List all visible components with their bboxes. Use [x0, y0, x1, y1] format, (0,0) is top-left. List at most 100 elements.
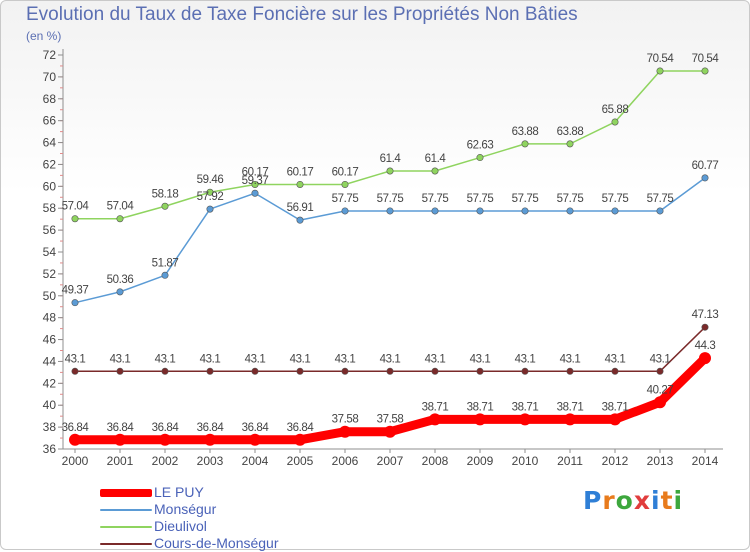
data-point — [656, 367, 664, 375]
y-axis-unit: (en %) — [26, 29, 62, 43]
data-point — [159, 433, 171, 446]
data-label: 58.18 — [152, 188, 179, 200]
data-point — [251, 189, 259, 197]
y-tick-label: 64 — [43, 136, 57, 150]
data-label: 57.75 — [557, 193, 584, 205]
y-tick-label: 62 — [43, 157, 57, 171]
data-point — [249, 433, 261, 446]
data-point — [564, 413, 576, 426]
data-point — [611, 118, 619, 126]
proxiti-logo: Proxiti — [583, 486, 683, 515]
data-point — [341, 180, 349, 188]
y-tick-label: 40 — [43, 398, 57, 412]
data-point — [296, 216, 304, 224]
data-label: 51.87 — [152, 257, 179, 269]
data-label: 43.1 — [470, 353, 491, 365]
data-point — [476, 367, 484, 375]
data-label: 43.1 — [605, 353, 626, 365]
data-point — [476, 154, 484, 162]
data-point — [116, 288, 124, 296]
y-tick-label: 50 — [43, 289, 57, 303]
y-tick-label: 60 — [43, 179, 57, 193]
y-tick-label: 56 — [43, 223, 57, 237]
data-point — [701, 174, 709, 182]
data-label: 57.75 — [332, 193, 359, 205]
data-label: 57.04 — [107, 201, 135, 213]
legend-swatch — [100, 526, 152, 528]
data-point — [521, 367, 529, 375]
data-point — [251, 180, 259, 188]
data-point — [341, 207, 349, 215]
data-label: 43.1 — [290, 353, 311, 365]
data-label: 38.71 — [512, 401, 539, 413]
x-tick-label: 2008 — [422, 454, 449, 468]
data-label: 36.84 — [197, 422, 225, 434]
data-point — [474, 413, 486, 426]
data-label: 57.75 — [512, 193, 539, 205]
data-point — [566, 140, 574, 148]
data-label: 62.63 — [467, 140, 494, 152]
data-label: 36.84 — [107, 422, 135, 434]
data-label: 57.92 — [197, 191, 224, 203]
data-label: 43.1 — [200, 353, 221, 365]
data-point — [476, 207, 484, 215]
data-point — [521, 140, 529, 148]
data-label: 36.84 — [62, 422, 90, 434]
x-tick-label: 2006 — [332, 454, 359, 468]
data-label: 47.13 — [692, 309, 719, 321]
y-tick-label: 70 — [43, 70, 57, 84]
logo-letter: P — [583, 486, 603, 515]
y-tick-label: 68 — [43, 92, 57, 106]
data-point — [71, 299, 79, 307]
data-label: 57.75 — [377, 193, 404, 205]
data-label: 63.88 — [512, 126, 539, 138]
data-label: 43.1 — [515, 353, 536, 365]
data-label: 61.4 — [425, 153, 447, 165]
data-label: 38.71 — [467, 401, 494, 413]
y-tick-label: 46 — [43, 333, 57, 347]
logo-letter: t — [660, 486, 674, 515]
data-label: 43.1 — [65, 353, 86, 365]
y-tick-label: 38 — [43, 420, 57, 434]
x-tick-label: 2003 — [197, 454, 224, 468]
data-label: 43.1 — [335, 353, 356, 365]
data-label: 37.58 — [377, 414, 404, 426]
data-point — [206, 188, 214, 196]
data-point — [431, 167, 439, 175]
data-label: 61.4 — [380, 153, 402, 165]
data-point — [339, 425, 351, 438]
data-label: 43.1 — [245, 353, 266, 365]
data-label: 57.75 — [602, 193, 629, 205]
data-label: 70.54 — [692, 53, 720, 65]
logo-letter: i — [651, 486, 661, 515]
data-point — [386, 367, 394, 375]
data-label: 65.88 — [602, 104, 629, 116]
data-label: 49.37 — [62, 285, 89, 297]
data-point — [296, 180, 304, 188]
data-label: 57.75 — [647, 193, 674, 205]
data-point — [386, 207, 394, 215]
data-point — [294, 433, 306, 446]
y-tick-label: 72 — [43, 48, 57, 62]
data-label: 60.17 — [332, 166, 359, 178]
data-label: 43.1 — [560, 353, 581, 365]
data-point — [251, 367, 259, 375]
data-label: 57.75 — [467, 193, 494, 205]
data-label: 63.88 — [557, 126, 584, 138]
x-tick-label: 2011 — [557, 454, 583, 468]
data-point — [611, 367, 619, 375]
data-point — [384, 425, 396, 438]
data-point — [566, 367, 574, 375]
x-tick-label: 2010 — [512, 454, 539, 468]
data-label: 43.1 — [155, 353, 176, 365]
data-label: 38.71 — [557, 401, 584, 413]
legend-label: Monségur — [154, 501, 217, 517]
legend-swatch — [100, 543, 152, 545]
x-tick-label: 2005 — [287, 454, 314, 468]
x-tick-label: 2000 — [62, 454, 89, 468]
data-label: 38.71 — [422, 401, 449, 413]
data-point — [204, 433, 216, 446]
data-label: 60.17 — [242, 166, 269, 178]
data-point — [116, 215, 124, 223]
data-point — [71, 367, 79, 375]
